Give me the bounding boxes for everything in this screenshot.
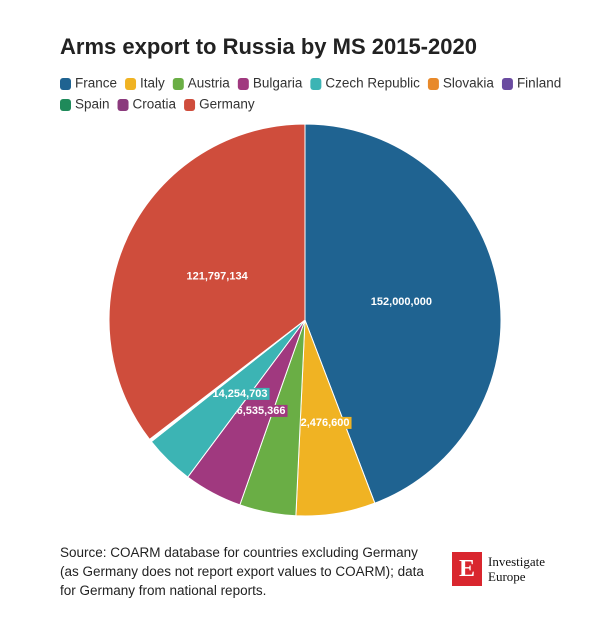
legend-label: Italy xyxy=(140,76,165,91)
data-label-bg xyxy=(292,416,352,429)
data-label: 152,000,000 xyxy=(371,296,432,308)
legend-swatch xyxy=(237,78,249,90)
data-label-bg xyxy=(210,387,270,400)
legend-swatch xyxy=(427,78,439,90)
chart: Arms export to Russia by MS 2015-2020 Fr… xyxy=(60,34,561,517)
legend-label: Spain xyxy=(75,97,110,112)
legend-label: Slovakia xyxy=(443,76,495,91)
data-label: 14,254,703 xyxy=(212,388,267,400)
legend-label: Bulgaria xyxy=(253,76,303,91)
data-label: 16,535,366 xyxy=(230,405,285,417)
data-label-bg xyxy=(228,404,288,417)
logo: E Investigate Europe xyxy=(452,552,572,586)
brand-line-1: Investigate xyxy=(488,554,546,569)
legend-swatch xyxy=(125,78,137,90)
legend-label: Germany xyxy=(199,97,255,112)
legend-swatch xyxy=(172,78,184,90)
legend-swatch xyxy=(60,99,71,111)
legend-swatch xyxy=(184,99,196,111)
pie-slice xyxy=(108,123,306,441)
legend-label: Croatia xyxy=(133,97,177,112)
data-label: 22,476,600 xyxy=(294,417,349,429)
legend-swatch xyxy=(117,99,129,111)
legend-label: Czech Republic xyxy=(325,76,420,91)
legend-swatch xyxy=(501,78,513,90)
chart-title: Arms export to Russia by MS 2015-2020 xyxy=(60,34,477,59)
pie-slice xyxy=(304,123,502,504)
legend-label: France xyxy=(75,76,117,91)
source-note: Source: COARM database for countries exc… xyxy=(60,545,424,598)
brand-line-2: Europe xyxy=(488,569,526,584)
logo-mark: E xyxy=(452,552,482,586)
legend-swatch xyxy=(60,78,71,90)
legend-label: Finland xyxy=(517,76,561,91)
logo-text: Investigate Europe xyxy=(488,554,545,584)
legend-swatch xyxy=(310,78,322,90)
legend-label: Austria xyxy=(188,76,231,91)
data-label: 121,797,134 xyxy=(187,271,249,283)
